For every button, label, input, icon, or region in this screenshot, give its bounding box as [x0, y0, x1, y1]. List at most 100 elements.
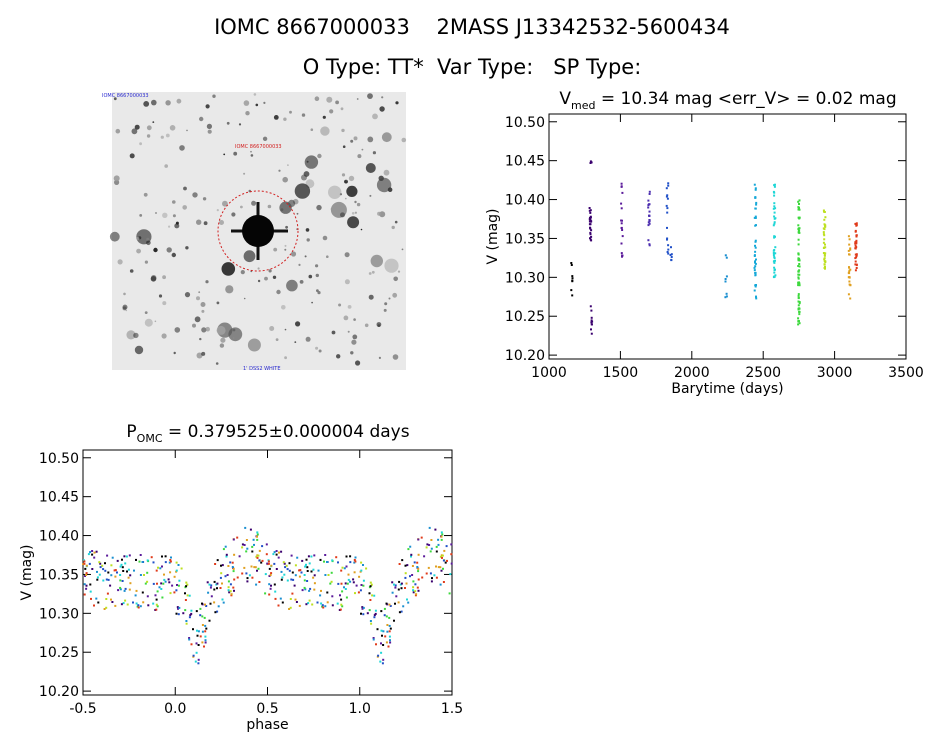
data-point	[847, 276, 850, 279]
data-point	[380, 610, 383, 613]
data-point	[368, 586, 371, 589]
field-star	[355, 360, 361, 366]
data-point	[236, 536, 239, 539]
data-point	[417, 578, 420, 581]
field-star	[294, 341, 297, 343]
data-point	[854, 222, 857, 225]
data-point	[412, 580, 415, 583]
field-star	[143, 101, 150, 107]
field-star	[381, 96, 384, 99]
data-point	[204, 635, 207, 638]
data-point	[394, 586, 397, 589]
data-point	[848, 280, 851, 283]
data-point	[339, 608, 342, 611]
field-star	[304, 155, 319, 169]
data-point	[340, 582, 343, 585]
plot-frame	[82, 449, 453, 696]
data-point	[122, 602, 125, 605]
data-point	[101, 564, 104, 567]
data-point	[175, 612, 178, 615]
field-star	[129, 269, 134, 273]
data-point	[754, 188, 757, 191]
field-star	[172, 214, 176, 218]
data-point	[772, 249, 775, 252]
field-star	[247, 338, 261, 352]
data-point	[620, 207, 623, 210]
data-point	[373, 616, 376, 619]
data-point	[797, 317, 800, 320]
data-point	[398, 580, 401, 583]
field-star	[316, 204, 322, 211]
data-point	[773, 261, 776, 264]
field-star	[377, 211, 382, 216]
field-star	[331, 330, 336, 335]
data-point	[84, 575, 86, 577]
data-point	[855, 254, 858, 257]
data-point	[110, 598, 112, 601]
data-point	[410, 553, 413, 556]
data-point	[345, 555, 348, 558]
data-point	[97, 601, 100, 604]
data-point	[670, 253, 673, 256]
field-star	[220, 337, 226, 343]
data-point	[111, 556, 114, 559]
data-point	[797, 276, 800, 279]
data-point	[177, 607, 179, 610]
data-point	[446, 559, 448, 562]
data-point	[91, 568, 94, 570]
field-star	[314, 96, 320, 101]
data-point	[184, 586, 187, 589]
field-star	[219, 220, 224, 225]
field-star	[174, 327, 181, 333]
data-point	[245, 572, 248, 575]
field-star	[225, 285, 234, 294]
data-point	[430, 547, 433, 550]
data-point	[345, 596, 348, 599]
data-point	[253, 566, 256, 569]
data-point	[772, 207, 775, 210]
data-point	[855, 234, 858, 237]
phase-curve-title: POMC = 0.379525±0.000004 days	[126, 422, 409, 445]
data-point	[119, 586, 122, 589]
data-point	[448, 592, 451, 595]
data-point	[754, 196, 757, 199]
data-point	[570, 264, 573, 266]
data-point	[161, 555, 163, 558]
data-point	[339, 594, 341, 597]
data-point	[439, 555, 442, 558]
field-star	[317, 153, 322, 159]
data-point	[133, 569, 135, 572]
data-point	[116, 571, 118, 574]
data-point	[190, 643, 193, 646]
data-point	[93, 604, 95, 607]
data-point	[413, 561, 416, 564]
finder-field-stars	[109, 93, 407, 366]
data-point	[848, 266, 851, 269]
data-point	[383, 607, 386, 610]
data-point	[330, 571, 333, 574]
finder-scale-label: 1' DSS2 WHITE	[243, 366, 281, 372]
data-point	[849, 297, 852, 300]
data-point	[266, 562, 269, 565]
data-point	[222, 548, 225, 551]
data-point	[201, 630, 204, 633]
field-star	[165, 133, 170, 138]
field-star	[378, 175, 384, 181]
data-point	[163, 573, 165, 576]
data-point	[798, 307, 801, 310]
field-star	[322, 115, 326, 119]
data-point	[221, 582, 223, 585]
data-point	[238, 555, 241, 558]
data-point	[725, 275, 728, 278]
data-point	[197, 662, 200, 665]
data-point	[755, 295, 757, 298]
data-point	[119, 579, 122, 582]
field-star	[397, 270, 401, 273]
data-point	[382, 644, 385, 646]
data-point	[99, 566, 102, 569]
data-point	[753, 255, 756, 257]
data-point	[753, 266, 756, 269]
data-point	[386, 624, 389, 626]
data-point	[798, 322, 801, 325]
data-point	[197, 644, 200, 646]
